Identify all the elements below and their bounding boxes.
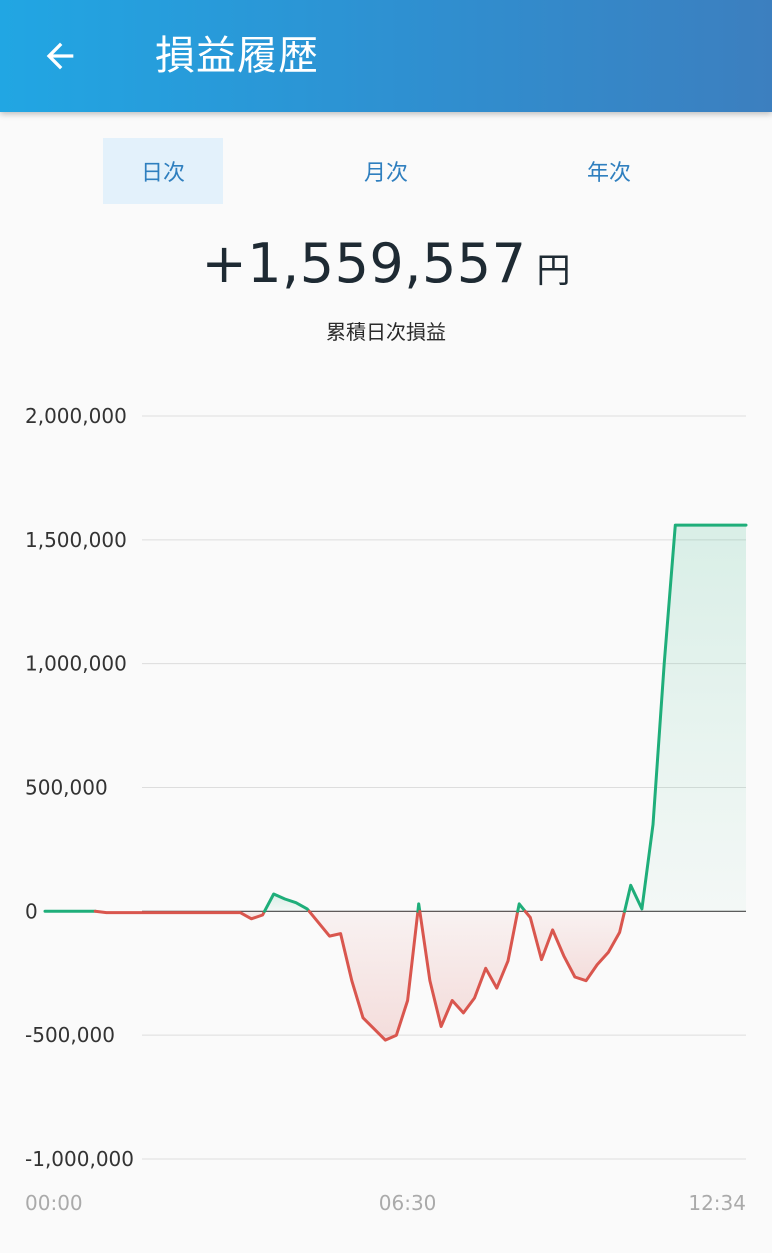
pl-amount: +1,559,557 xyxy=(201,232,527,295)
y-tick-label: 2,000,000 xyxy=(25,404,127,428)
loss-line-segment xyxy=(307,909,420,1042)
loss-line-segment xyxy=(418,909,520,1028)
loss-area xyxy=(309,911,418,1041)
y-tick-label: -1,000,000 xyxy=(25,1147,134,1171)
y-tick-label: 0 xyxy=(25,899,38,923)
profit-line-segment xyxy=(516,902,527,913)
pl-history-chart: 2,000,000 1,500,000 1,000,000 500,000 0 -500,… xyxy=(25,404,748,1215)
y-tick-label: 1,000,000 xyxy=(25,652,127,676)
tab-monthly[interactable]: 月次 xyxy=(363,161,408,186)
profit-line-segment xyxy=(623,523,748,913)
profit-line-segment xyxy=(416,902,422,913)
profit-area xyxy=(264,894,310,912)
arrow-left-icon xyxy=(46,42,74,70)
cumulative-pl-label: 累積日次損益 xyxy=(326,320,446,344)
app-bar: 損益履歴 xyxy=(0,0,772,112)
x-tick-label: 06:30 xyxy=(379,1191,437,1215)
y-tick-label: 500,000 xyxy=(25,776,108,800)
tab-daily[interactable]: 日次 xyxy=(103,138,223,204)
loss-area xyxy=(525,911,625,981)
y-tick-label: -500,000 xyxy=(25,1023,115,1047)
cumulative-pl-value: +1,559,557 円 xyxy=(0,232,772,295)
pl-unit: 円 xyxy=(536,251,571,291)
loss-line-segment xyxy=(523,909,627,983)
y-tick-label: 1,500,000 xyxy=(25,528,127,552)
back-button[interactable] xyxy=(30,26,90,86)
loss-line-segment xyxy=(93,909,266,921)
tab-yearly[interactable]: 年次 xyxy=(586,161,631,186)
page-title: 損益履歴 xyxy=(155,33,319,79)
x-tick-label: 00:00 xyxy=(25,1191,83,1215)
profit-area xyxy=(624,525,746,912)
period-tabs: 日次 月次 年次 xyxy=(0,138,772,204)
loss-area xyxy=(419,911,518,1027)
x-tick-label: 12:34 xyxy=(688,1191,746,1215)
profit-line-segment xyxy=(263,892,311,913)
